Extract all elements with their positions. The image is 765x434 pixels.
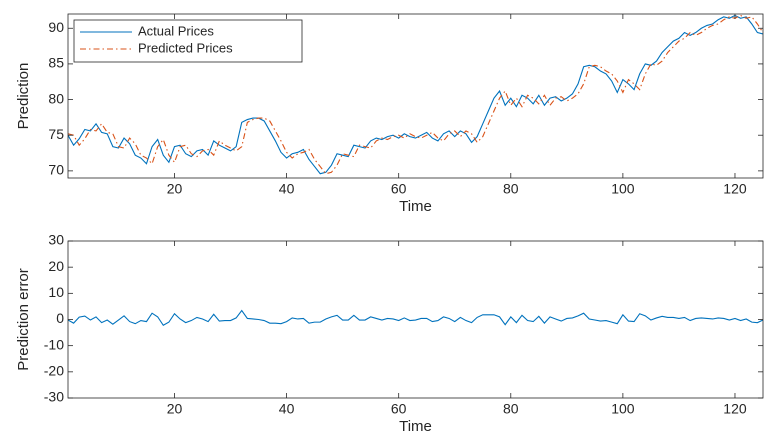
x-tick-label: 120 [723,181,747,197]
y-axis-label: Prediction [15,63,32,130]
x-axis-label: Time [399,198,432,215]
y-tick-label: 80 [48,90,64,106]
x-tick-label: 100 [611,181,635,197]
y-tick-label: 90 [48,19,64,35]
y-tick-label: 70 [48,162,64,178]
x-tick-label: 60 [391,401,407,417]
y-axis-label: Prediction error [15,268,32,371]
y-tick-label: 20 [48,258,64,274]
x-tick-label: 80 [503,181,519,197]
y-tick-label: 75 [48,126,64,142]
legend-label: Actual Prices [138,23,214,38]
y-tick-label: -30 [44,389,64,405]
x-tick-label: 100 [611,401,635,417]
legend: Actual Prices Predicted Prices [73,19,303,63]
y-tick-label: -20 [44,363,64,379]
legend-box [73,19,303,63]
x-tick-label: 80 [503,401,519,417]
y-tick-label: -10 [44,336,64,352]
y-tick-label: 30 [48,232,64,248]
x-tick-label: 40 [279,401,295,417]
legend-label: Predicted Prices [138,40,233,55]
x-tick-label: 60 [391,181,407,197]
series-line [68,14,763,175]
x-tick-label: 40 [279,181,295,197]
axes-box [67,13,764,179]
x-tick-label: 20 [167,181,183,197]
x-axis-label: Time [399,418,432,434]
x-tick-label: 20 [167,401,183,417]
y-tick-label: 0 [56,310,64,326]
series-line [68,14,763,175]
y-tick-label: 10 [48,284,64,300]
series-line [68,309,763,326]
x-tick-label: 120 [723,401,747,417]
y-tick-label: 85 [48,55,64,71]
